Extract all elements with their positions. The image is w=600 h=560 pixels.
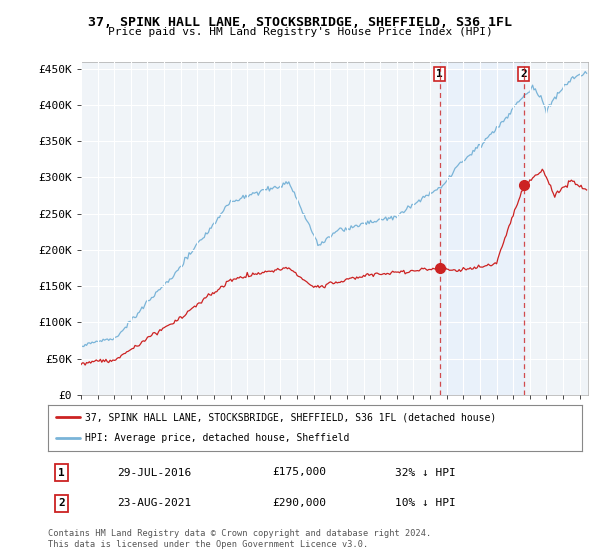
Text: £290,000: £290,000 xyxy=(272,498,326,508)
Text: 37, SPINK HALL LANE, STOCKSBRIDGE, SHEFFIELD, S36 1FL (detached house): 37, SPINK HALL LANE, STOCKSBRIDGE, SHEFF… xyxy=(85,412,497,422)
Text: 29-JUL-2016: 29-JUL-2016 xyxy=(118,468,191,478)
Text: 2: 2 xyxy=(520,69,527,79)
Text: 23-AUG-2021: 23-AUG-2021 xyxy=(118,498,191,508)
Text: £175,000: £175,000 xyxy=(272,468,326,478)
Text: Price paid vs. HM Land Registry's House Price Index (HPI): Price paid vs. HM Land Registry's House … xyxy=(107,27,493,37)
Text: 37, SPINK HALL LANE, STOCKSBRIDGE, SHEFFIELD, S36 1FL: 37, SPINK HALL LANE, STOCKSBRIDGE, SHEFF… xyxy=(88,16,512,29)
Text: 2: 2 xyxy=(58,498,65,508)
Text: 1: 1 xyxy=(58,468,65,478)
Text: 32% ↓ HPI: 32% ↓ HPI xyxy=(395,468,456,478)
Text: Contains HM Land Registry data © Crown copyright and database right 2024.
This d: Contains HM Land Registry data © Crown c… xyxy=(48,529,431,549)
Text: HPI: Average price, detached house, Sheffield: HPI: Average price, detached house, Shef… xyxy=(85,433,350,444)
Text: 10% ↓ HPI: 10% ↓ HPI xyxy=(395,498,456,508)
Bar xyxy=(440,62,524,395)
Text: 1: 1 xyxy=(436,69,443,79)
